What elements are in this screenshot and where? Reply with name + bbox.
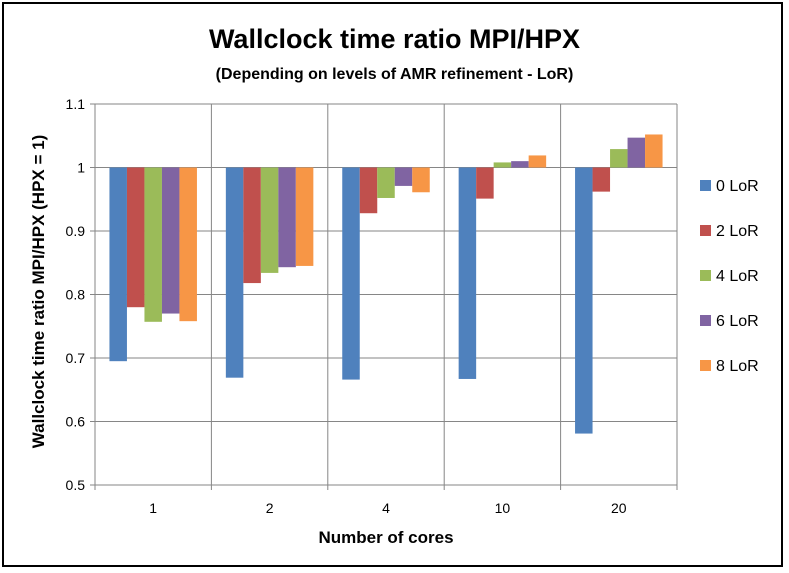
bar: [412, 167, 430, 193]
legend-swatch: [700, 270, 711, 281]
bar: [342, 167, 360, 380]
bar: [161, 167, 180, 314]
bar: [179, 167, 197, 322]
axes: 0.5 0.6 0.7 0.8 0.9 1 1.1 1 2 4 10 20: [66, 96, 627, 516]
y-tick-label: 0.6: [66, 414, 86, 430]
y-tick-label: 1.1: [66, 96, 86, 112]
bar: [575, 167, 593, 434]
bar: [511, 161, 529, 168]
y-axis-title: Wallclock time ratio MPI/HPX (HPX = 1): [29, 135, 48, 448]
bars: [109, 134, 663, 434]
legend-swatch: [700, 225, 711, 236]
chart-subtitle: (Depending on levels of AMR refinement -…: [215, 66, 574, 83]
bar: [645, 134, 663, 168]
bar: [144, 167, 162, 322]
x-axis-title: Number of cores: [318, 528, 453, 547]
legend-swatch: [700, 180, 711, 191]
bar: [377, 167, 395, 198]
bar: [278, 167, 296, 268]
bar: [109, 167, 127, 362]
bar: [627, 137, 646, 168]
y-tick-label: 1: [77, 160, 85, 176]
bar: [225, 167, 244, 378]
y-tick-label: 0.5: [66, 477, 86, 493]
bar: [260, 167, 279, 273]
legend-label: 4 LoR: [716, 268, 759, 285]
x-tick-label: 4: [382, 500, 390, 516]
bar: [458, 167, 477, 379]
legend-label: 2 LoR: [716, 223, 759, 240]
bar: [394, 167, 413, 186]
bar: [592, 167, 611, 192]
legend-label: 8 LoR: [716, 358, 759, 375]
bar: [295, 167, 314, 266]
y-tick-label: 0.8: [66, 287, 86, 303]
bar: [476, 167, 494, 199]
bar: [493, 162, 512, 168]
legend-label: 0 LoR: [716, 178, 759, 195]
x-tick-label: 2: [266, 500, 274, 516]
chart-title: Wallclock time ratio MPI/HPX: [208, 24, 581, 54]
bar: [126, 167, 145, 308]
x-tick-label: 10: [495, 500, 511, 516]
bar: [610, 149, 628, 168]
bar: [528, 155, 547, 168]
x-tick-label: 20: [611, 500, 627, 516]
legend: 0 LoR 2 LoR 4 LoR 6 LoR 8 LoR: [700, 178, 759, 375]
legend-swatch: [700, 315, 711, 326]
legend-label: 6 LoR: [716, 313, 759, 330]
y-tick-label: 0.7: [66, 350, 86, 366]
y-tick-label: 0.9: [66, 223, 86, 239]
bar: [243, 167, 261, 284]
bar: [359, 167, 378, 214]
x-tick-label: 1: [149, 500, 157, 516]
legend-swatch: [700, 360, 711, 371]
